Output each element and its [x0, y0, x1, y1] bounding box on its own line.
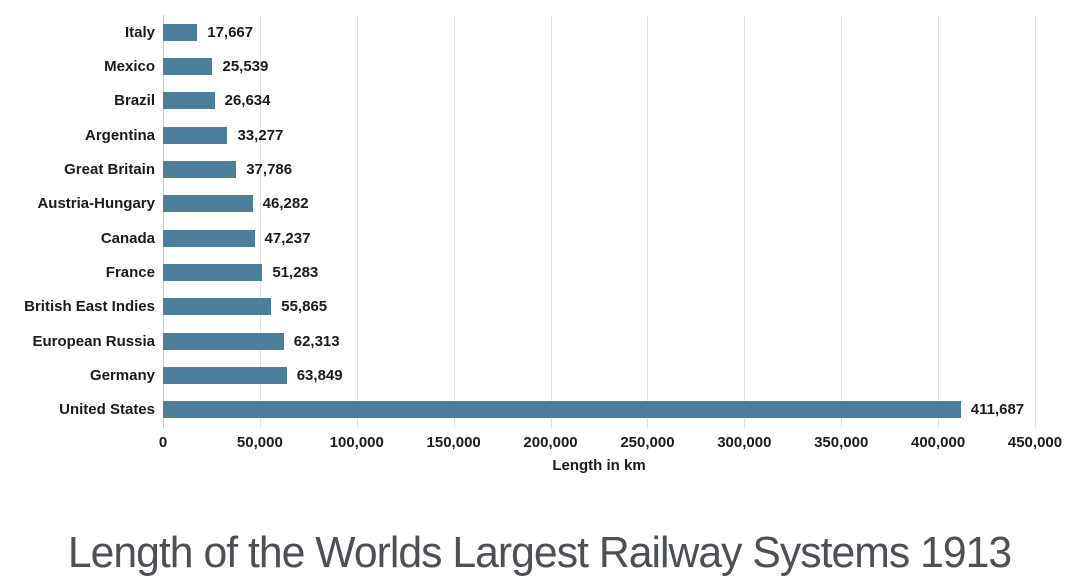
bar-row: Canada 47,237	[0, 229, 1079, 247]
bar	[163, 92, 215, 110]
x-tick-label: 100,000	[329, 434, 384, 451]
bar	[163, 332, 284, 350]
x-tick-label: 300,000	[717, 434, 772, 451]
bar-row: Brazil 26,634	[0, 92, 1079, 110]
x-tick-label: 200,000	[523, 434, 578, 451]
bar	[163, 401, 961, 419]
category-label: Germany	[89, 366, 155, 384]
bar	[163, 298, 272, 316]
category-label: Mexico	[104, 57, 155, 75]
category-label: United States	[59, 401, 155, 419]
bar	[163, 23, 198, 41]
bar-row: Austria-Hungary 46,282	[0, 195, 1079, 213]
category-label: Great Britain	[64, 160, 155, 178]
gridline	[550, 15, 552, 428]
bar	[163, 366, 287, 384]
bar	[163, 126, 228, 144]
bar-row: Germany 63,849	[0, 366, 1079, 384]
x-tick-label: 350,000	[814, 434, 869, 451]
category-label: Brazil	[114, 92, 155, 110]
bar	[163, 57, 213, 75]
plot-area: Italy 17,667 Mexico 25,539 Brazil 26,634 Argen…	[0, 15, 1079, 474]
x-axis-label: Length in km	[552, 457, 646, 474]
gridline	[938, 15, 940, 428]
gridline	[841, 15, 843, 428]
category-label: Italy	[124, 23, 155, 41]
bar	[163, 263, 263, 281]
value-label: 47,237	[264, 229, 311, 247]
bar-row: Great Britain 37,786	[0, 160, 1079, 178]
x-tick-label: 250,000	[620, 434, 675, 451]
x-tick-label: 50,000	[236, 434, 283, 451]
gridline	[356, 15, 358, 428]
gridline	[259, 15, 261, 428]
gridline	[744, 15, 746, 428]
value-label: 411,687	[970, 401, 1025, 419]
x-tick-label: 0	[158, 434, 168, 451]
category-label: British East Indies	[24, 298, 155, 316]
value-label: 63,849	[296, 366, 343, 384]
gridline	[1035, 15, 1036, 428]
value-label: 46,282	[262, 195, 309, 213]
category-label: Canada	[100, 229, 155, 247]
category-label: France	[105, 263, 155, 281]
bar-row: France 51,283	[0, 263, 1079, 281]
value-label: 33,277	[237, 126, 284, 144]
x-tick-label: 450,000	[1007, 434, 1063, 451]
gridline	[647, 15, 649, 428]
value-label: 62,313	[293, 332, 340, 350]
bar-row: European Russia 62,313	[0, 332, 1079, 350]
category-label: Argentina	[84, 126, 155, 144]
chart-title: Length of the Worlds Largest Railway Sys…	[67, 528, 1012, 577]
bar-row: Argentina 33,277	[0, 126, 1079, 144]
value-label: 17,667	[207, 23, 254, 41]
value-label: 26,634	[224, 92, 271, 110]
x-tick-label: 150,000	[426, 434, 481, 451]
value-label: 51,283	[272, 263, 319, 281]
bar	[163, 195, 253, 213]
y-axis-line	[163, 15, 164, 428]
value-label: 25,539	[222, 57, 269, 75]
bar-row: British East Indies 55,865	[0, 298, 1079, 316]
bar	[163, 160, 237, 178]
value-label: 37,786	[246, 160, 293, 178]
category-label: European Russia	[32, 332, 155, 350]
bar-row: Italy 17,667	[0, 23, 1079, 41]
gridline	[453, 15, 455, 428]
category-label: Austria-Hungary	[37, 195, 155, 213]
value-label: 55,865	[281, 298, 328, 316]
bar-row: Mexico 25,539	[0, 57, 1079, 75]
bar	[163, 229, 255, 247]
bar-row: United States 411,687	[0, 401, 1079, 419]
x-tick-label: 400,000	[910, 434, 966, 451]
